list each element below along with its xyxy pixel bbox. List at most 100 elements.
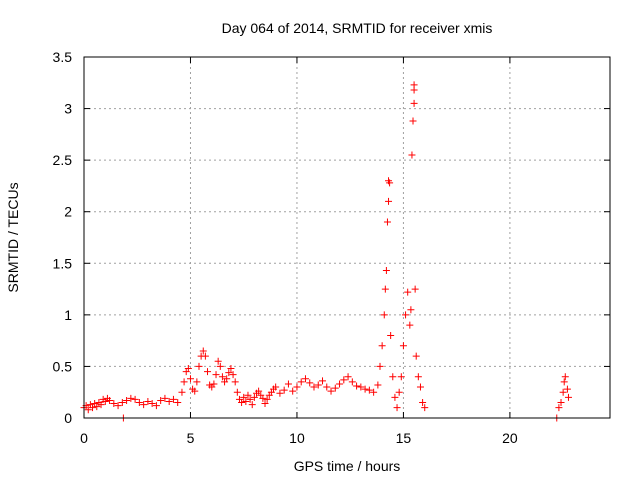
data-point: [402, 311, 410, 319]
data-point: [382, 267, 390, 275]
data-point: [397, 373, 405, 381]
data-point: [157, 396, 165, 404]
data-point: [174, 399, 182, 407]
data-point: [135, 399, 143, 407]
data-point: [180, 378, 188, 386]
data-point: [140, 401, 148, 409]
data-point: [327, 387, 335, 395]
y-tick-label: 3.5: [53, 49, 73, 65]
data-point: [272, 383, 280, 391]
data-point: [348, 378, 356, 386]
data-point: [564, 393, 572, 401]
data-point: [410, 99, 418, 107]
data-point: [165, 397, 173, 405]
data-point: [227, 364, 235, 372]
data-point: [184, 364, 192, 372]
data-point: [557, 399, 565, 407]
data-point: [389, 373, 397, 381]
data-point: [223, 375, 231, 383]
data-point: [412, 352, 420, 360]
data-point: [380, 311, 388, 319]
data-point: [240, 393, 248, 401]
data-point: [276, 389, 284, 397]
x-tick-label: 15: [396, 430, 412, 446]
data-point: [216, 362, 224, 370]
data-point: [204, 368, 212, 376]
data-point: [212, 371, 220, 379]
data-point: [306, 379, 314, 387]
data-point: [214, 357, 222, 365]
data-point: [93, 403, 101, 411]
data-point: [391, 393, 399, 401]
y-tick-label: 0.5: [53, 358, 73, 374]
data-point: [419, 399, 427, 407]
y-tick-label: 0: [64, 410, 72, 426]
data-point: [559, 388, 567, 396]
data-point: [374, 381, 382, 389]
data-point: [395, 388, 403, 396]
data-point: [319, 377, 327, 385]
data-point: [193, 378, 201, 386]
data-point: [169, 395, 177, 403]
data-point: [404, 288, 412, 296]
data-point: [411, 285, 419, 293]
data-point: [340, 376, 348, 384]
data-point: [336, 380, 344, 388]
data-point: [416, 383, 424, 391]
data-point: [186, 375, 194, 383]
data-point: [361, 385, 369, 393]
data-point: [560, 378, 568, 386]
data-point: [231, 378, 239, 386]
data-point: [407, 306, 415, 314]
x-axis-label: GPS time / hours: [294, 458, 401, 474]
x-tick-label: 5: [187, 430, 195, 446]
data-point: [152, 402, 160, 410]
data-point: [263, 395, 271, 403]
data-point: [144, 397, 152, 405]
data-point: [110, 400, 118, 408]
data-point: [244, 391, 252, 399]
data-point: [406, 321, 414, 329]
data-point: [127, 394, 135, 402]
data-point: [387, 331, 395, 339]
data-point: [97, 401, 105, 409]
data-point: [410, 81, 418, 89]
axis-ticks: [83, 56, 610, 419]
data-point: [381, 285, 389, 293]
tick-labels: 0 5 10 15 20 0 0.5 1 1.5 2 2.5 3 3.5: [53, 49, 518, 446]
data-point: [148, 400, 156, 408]
data-point: [246, 395, 254, 403]
y-tick-label: 3: [64, 101, 72, 117]
data-point: [118, 399, 126, 407]
data-point: [414, 373, 422, 381]
data-point: [161, 394, 169, 402]
data-point: [399, 342, 407, 350]
data-point: [301, 375, 309, 383]
data-point: [563, 385, 571, 393]
data-point: [238, 399, 246, 407]
data-point: [114, 402, 122, 410]
x-tick-label: 10: [289, 430, 305, 446]
data-point: [383, 218, 391, 226]
data-point: [259, 394, 267, 402]
data-point: [365, 386, 373, 394]
plot-frame: [83, 56, 611, 419]
x-tick-label: 20: [502, 430, 518, 446]
data-point: [344, 373, 352, 381]
y-tick-label: 2.5: [53, 152, 73, 168]
data-point: [261, 400, 269, 408]
data-point: [331, 384, 339, 392]
data-point: [242, 397, 250, 405]
data-point: [255, 387, 263, 395]
data-point: [409, 117, 417, 125]
data-point: [310, 383, 318, 391]
data-point: [357, 383, 365, 391]
y-tick-label: 2: [64, 204, 72, 220]
data-point: [386, 179, 394, 187]
data-point: [297, 378, 305, 386]
data-point: [385, 197, 393, 205]
data-point: [210, 380, 218, 388]
data-point: [199, 347, 207, 355]
data-point: [84, 406, 92, 414]
